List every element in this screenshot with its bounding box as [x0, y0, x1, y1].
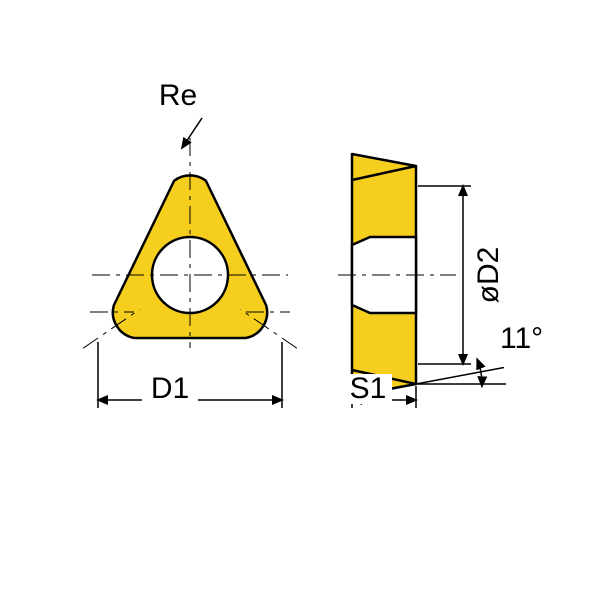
label-s1: S1	[350, 372, 387, 405]
label-re: Re	[159, 79, 197, 112]
front-view: Re D1	[83, 79, 297, 408]
angle-ext-s	[416, 368, 504, 385]
label-angle: 11°	[500, 322, 543, 355]
re-leader	[182, 118, 202, 148]
technical-diagram: Re D1 S1 øD2 11°	[0, 0, 600, 600]
side-view: S1 øD2 11°	[338, 154, 543, 408]
label-d2: øD2	[472, 247, 505, 304]
label-d1: D1	[151, 372, 189, 405]
